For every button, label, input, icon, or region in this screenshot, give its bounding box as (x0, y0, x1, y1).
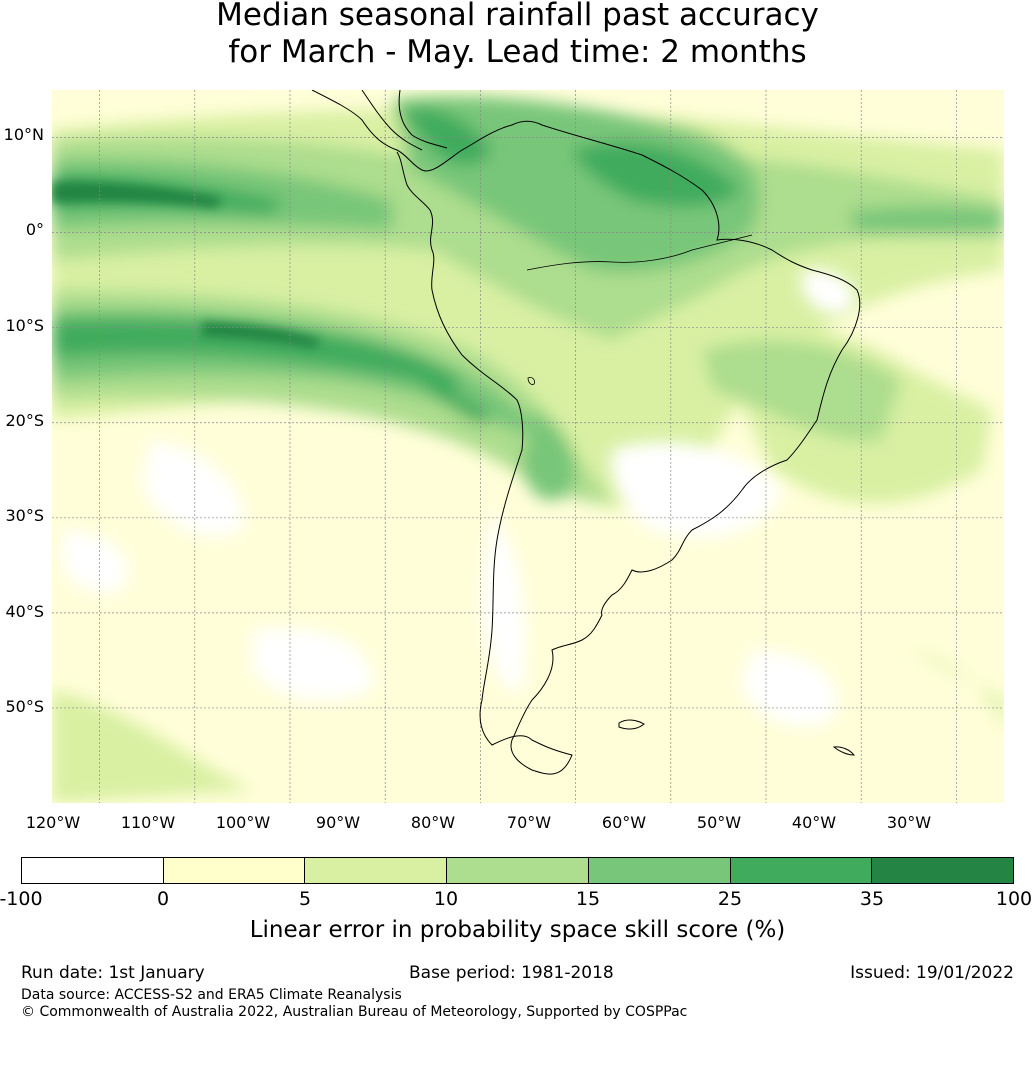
colorbar-segment-10-15 (447, 858, 589, 883)
lon-label-120w: 120°W (25, 813, 81, 832)
low-skill-region (482, 510, 526, 692)
low-skill-region (62, 530, 129, 593)
south-america-coastline (311, 90, 861, 775)
colorbar-tick: 10 (433, 888, 459, 910)
colorbar-tick: 25 (717, 888, 743, 910)
chart-title-line1: Median seasonal rainfall past accuracy (216, 0, 819, 33)
map-panel (52, 90, 1004, 803)
skill-region-dark (402, 107, 492, 165)
colorbar (21, 857, 1014, 884)
colorbar-segment-5-10 (305, 858, 448, 883)
lat-label-30s: 30°S (5, 506, 44, 525)
colorbar-tick: 35 (859, 888, 885, 910)
central-america-coastline (361, 90, 448, 151)
colorbar-tick: 5 (298, 888, 312, 910)
run-date: Run date: 1st January (21, 963, 205, 983)
skill-region-dark (417, 370, 492, 425)
lon-label-30w: 30°W (886, 813, 932, 832)
lon-label-100w: 100°W (215, 813, 271, 832)
colorbar-label: Linear error in probability space skill … (249, 917, 786, 943)
colorbar-tick: 15 (575, 888, 601, 910)
amazon-river (526, 234, 753, 271)
lon-label-110w: 110°W (120, 813, 176, 832)
lake-titicaca (527, 377, 535, 385)
lat-label-50s: 50°S (5, 697, 44, 716)
graticule (52, 90, 1004, 803)
lon-label-90w: 90°W (315, 813, 361, 832)
map-canvas (52, 90, 1004, 803)
lon-label-60w: 60°W (601, 813, 647, 832)
lon-label-70w: 70°W (506, 813, 552, 832)
falkland-islands (618, 719, 645, 730)
low-skill-region (742, 650, 838, 727)
skill-region-dark (52, 318, 462, 390)
issued-date: Issued: 19/01/2022 (850, 963, 1014, 983)
low-skill-region (142, 440, 244, 537)
lat-label-20s: 20°S (5, 411, 44, 430)
colorbar-segment-35-100 (872, 858, 1014, 883)
colorbar-segment-neg100-0 (22, 858, 164, 883)
skill-shading-darkest (52, 181, 322, 348)
skill-region-dark (572, 142, 742, 207)
south-georgia-island (832, 746, 856, 756)
data-source: Data source: ACCESS-S2 and ERA5 Climate … (21, 987, 402, 1003)
colorbar-tick: 0 (156, 888, 170, 910)
copyright: © Commonwealth of Australia 2022, Austra… (21, 1004, 688, 1020)
lat-label-10s: 10°S (5, 316, 44, 335)
low-skill-areas (62, 269, 855, 727)
skill-region-green (522, 410, 576, 501)
colorbar-tick: 100 (995, 888, 1033, 910)
colorbar-segment-0-5 (163, 858, 306, 883)
lon-label-80w: 80°W (410, 813, 456, 832)
lon-label-50w: 50°W (696, 813, 742, 832)
low-skill-region (802, 269, 855, 314)
skill-region-darkest (52, 181, 222, 208)
colorbar-segment-25-35 (730, 858, 873, 883)
lat-label-40s: 40°S (5, 602, 44, 621)
chart-title-line2: for March - May. Lead time: 2 months (228, 34, 807, 70)
lat-label-10n: 10°N (3, 125, 44, 144)
colorbar-segment-15-25 (588, 858, 731, 883)
lat-label-0: 0° (25, 220, 44, 239)
low-skill-region (252, 628, 374, 701)
colorbar-tick: -100 (0, 888, 43, 910)
skill-region-medium (702, 340, 902, 442)
skill-region-light (912, 650, 1004, 730)
skill-region-green (852, 206, 1004, 234)
base-period: Base period: 1981-2018 (409, 963, 614, 983)
skill-region-light (52, 690, 252, 803)
low-skill-region (611, 442, 782, 538)
skill-region-darkest (202, 322, 322, 348)
lon-label-40w: 40°W (791, 813, 837, 832)
